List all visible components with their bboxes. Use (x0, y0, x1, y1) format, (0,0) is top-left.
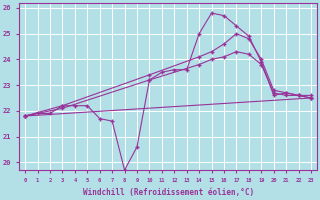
X-axis label: Windchill (Refroidissement éolien,°C): Windchill (Refroidissement éolien,°C) (83, 188, 254, 197)
